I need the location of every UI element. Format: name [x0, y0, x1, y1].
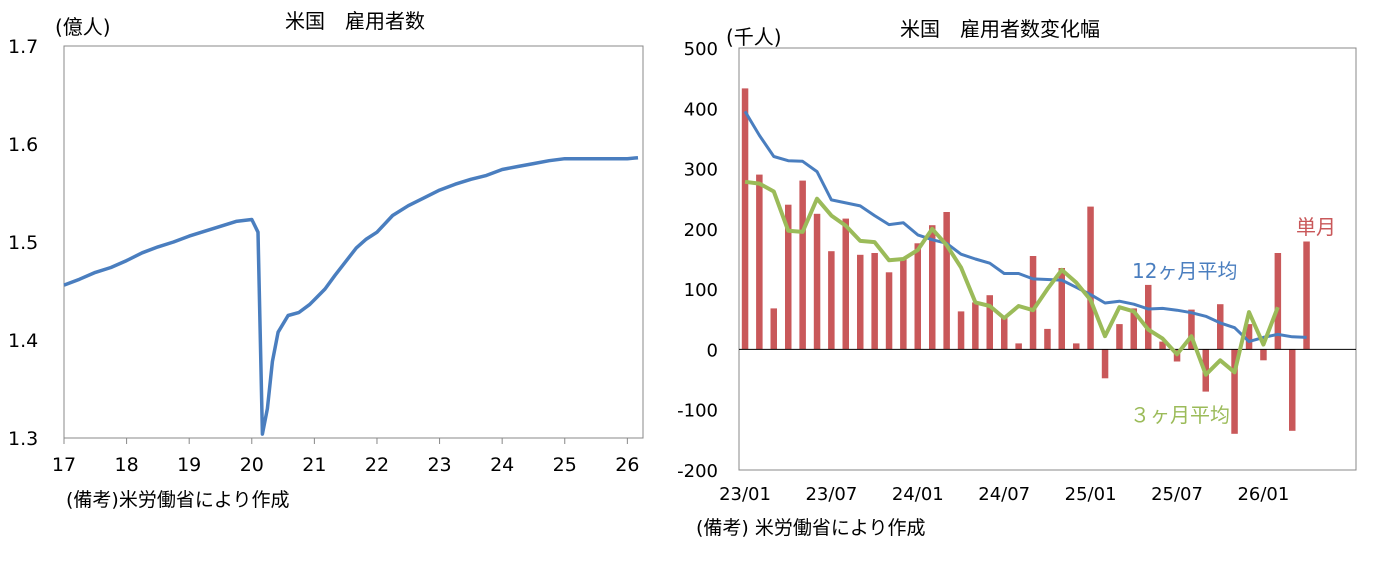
monthly-bar [929, 225, 936, 350]
monthly-bar [972, 302, 979, 350]
monthly-bar [741, 88, 749, 350]
avg-3m-line [744, 179, 1280, 377]
monthly-bar [1015, 343, 1022, 350]
legend-3m-average: ３ヶ月平均 [1130, 403, 1230, 427]
monthly-bar [1087, 206, 1094, 350]
left-x-tick-label: 23 [427, 454, 451, 476]
left-x-tick-label: 26 [615, 454, 639, 476]
left-plot-area [63, 45, 644, 439]
monthly-bar [1289, 349, 1296, 431]
monthly-bar [1303, 241, 1310, 350]
left-y-tick-label: 1.3 [8, 428, 38, 450]
monthly-bar [1101, 349, 1109, 379]
monthly-bar [1130, 308, 1137, 350]
left-chart-title: 米国 雇用者数 [285, 9, 425, 33]
monthly-bar [756, 174, 763, 350]
monthly-bar [1058, 268, 1065, 350]
left-x-tick-label: 17 [52, 454, 76, 476]
monthly-bar [799, 180, 806, 350]
monthly-bar [871, 253, 878, 350]
monthly-bar [1029, 256, 1037, 350]
right-x-tick-label: 25/07 [1151, 484, 1203, 505]
monthly-bar [914, 243, 921, 350]
right-y-tick-label: -100 [677, 401, 718, 422]
legend-12m-average: 12ヶ月平均 [1132, 259, 1237, 283]
right-x-tick-label: 24/07 [978, 484, 1030, 505]
monthly-bar [1044, 328, 1051, 350]
monthly-bar [885, 272, 893, 350]
monthly-bar [770, 308, 777, 350]
left-y-tick-labels: 1.3 1.4 1.5 1.6 1.7 [8, 36, 38, 450]
right-chart-title: 米国 雇用者数変化幅 [900, 17, 1100, 41]
monthly-bar [1145, 284, 1152, 350]
monthly-bar [1001, 317, 1008, 350]
left-series [63, 155, 639, 436]
monthly-bar [986, 295, 993, 350]
avg-12m-line [743, 110, 1307, 344]
left-y-tick-label: 1.5 [8, 232, 38, 254]
monthly-bar [1073, 343, 1080, 350]
left-y-unit: (億人) [55, 15, 111, 39]
monthly-bar [1231, 349, 1238, 434]
left-x-tick-labels: 17 18 19 20 21 22 23 24 25 26 [52, 454, 640, 476]
monthly-bar [1274, 253, 1282, 350]
right-y-tick-label: 400 [684, 99, 718, 120]
monthly-bar [1260, 349, 1267, 361]
left-x-tick-label: 25 [553, 454, 577, 476]
monthly-bar [943, 212, 950, 350]
legend-single-month: 単月 [1296, 215, 1336, 239]
monthly-bar [785, 204, 792, 350]
right-y-tick-label: -200 [677, 461, 718, 482]
monthly-bar [1217, 304, 1224, 350]
monthly-bar [1159, 341, 1166, 350]
right-y-tick-label: 300 [684, 160, 718, 181]
right-chart: 米国 雇用者数変化幅 (千人) -200 -100 0 100 200 300 400 500… [677, 17, 1357, 539]
right-x-tick-label: 24/01 [892, 484, 944, 505]
monthly-bar [1188, 309, 1195, 350]
right-lines [743, 110, 1307, 377]
right-x-tick-labels: 23/01 23/07 24/01 24/07 25/01 25/07 26/01 [719, 484, 1289, 505]
right-x-tick-label: 26/01 [1237, 484, 1289, 505]
right-x-tick-label: 23/01 [719, 484, 771, 505]
left-x-tick-label: 21 [302, 454, 326, 476]
right-y-tick-label: 0 [707, 340, 718, 361]
monthly-bar [842, 218, 849, 350]
monthly-bar [828, 251, 835, 350]
right-y-tick-label: 100 [684, 280, 718, 301]
right-plot-area [738, 47, 1357, 471]
monthly-bar [900, 259, 907, 350]
left-chart: 米国 雇用者数 (億人) 1.3 1.4 1.5 1.6 1.7 17 18 19 20 21 2… [8, 9, 644, 511]
monthly-bar [1245, 324, 1253, 350]
right-bars [741, 88, 1310, 434]
left-y-tick-label: 1.4 [8, 330, 38, 352]
monthly-bar [957, 311, 965, 350]
left-source-note: (備考)米労働省により作成 [66, 489, 289, 511]
right-source-note: (備考) 米労働省により作成 [696, 517, 926, 539]
right-y-tick-labels: -200 -100 0 100 200 300 400 500 [677, 39, 718, 482]
left-x-tick-marks [63, 438, 628, 444]
right-y-unit: (千人) [726, 25, 782, 49]
left-y-tick-label: 1.7 [8, 36, 38, 58]
left-x-tick-label: 22 [365, 454, 389, 476]
monthly-bar [1116, 324, 1123, 350]
left-x-tick-label: 24 [490, 454, 514, 476]
left-x-tick-label: 20 [240, 454, 264, 476]
monthly-bar [857, 254, 864, 350]
left-employment-line [63, 155, 639, 436]
right-y-tick-label: 200 [684, 220, 718, 241]
right-x-tick-label: 23/07 [805, 484, 857, 505]
left-x-tick-label: 18 [115, 454, 139, 476]
monthly-bar [813, 213, 821, 350]
left-x-tick-label: 19 [177, 454, 201, 476]
left-y-tick-label: 1.6 [8, 134, 38, 156]
right-x-tick-label: 25/01 [1065, 484, 1117, 505]
right-y-tick-label: 500 [684, 39, 718, 60]
